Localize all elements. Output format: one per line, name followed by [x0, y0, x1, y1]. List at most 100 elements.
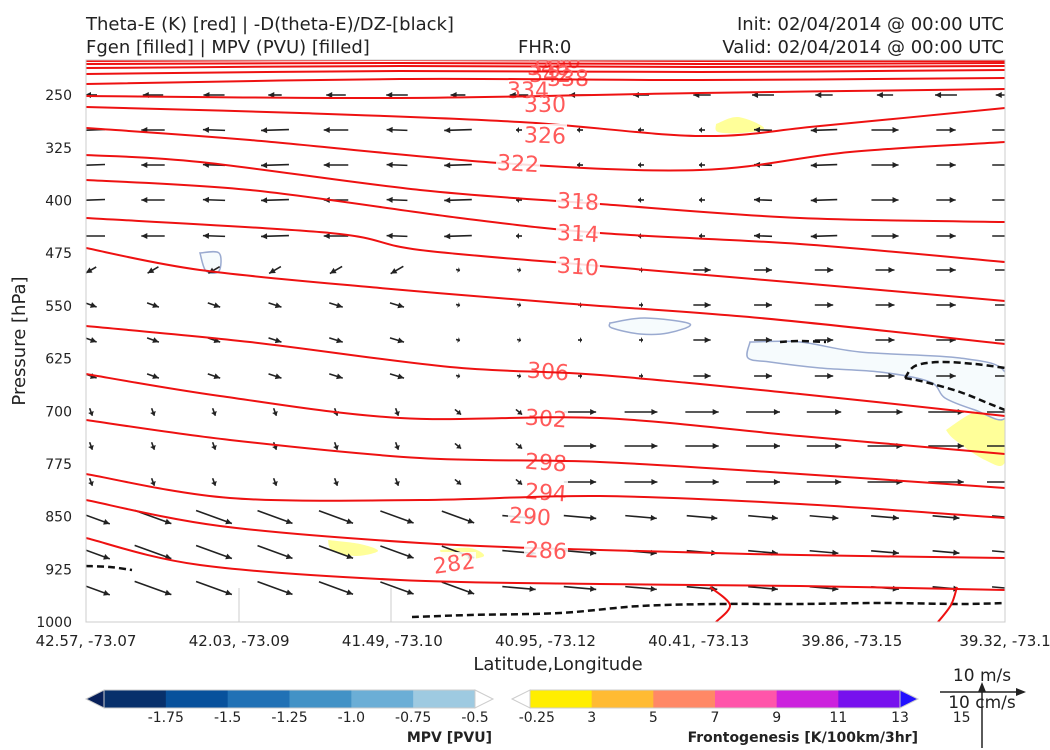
wind-vector	[992, 235, 1005, 237]
wind-vector	[326, 92, 346, 98]
wind-vector-head	[150, 480, 156, 486]
theta-e-contour-label: 314	[556, 221, 599, 248]
wind-vector-head	[699, 127, 702, 133]
wind-vector-head	[589, 514, 597, 521]
theta-e-label-background	[556, 255, 600, 277]
wind-vector-head	[272, 410, 278, 416]
wind-vector-head	[336, 302, 343, 309]
wind-vector-head	[77, 162, 83, 168]
wind-vector	[563, 479, 597, 485]
wind-vector	[86, 337, 97, 343]
wind-key-arrowhead-right	[1016, 688, 1026, 696]
wind-vector-head	[641, 302, 643, 308]
wind-vector-head	[444, 197, 451, 204]
title-line-1: Theta-E (K) [red] | -D(theta-E)/DZ-[blac…	[86, 14, 454, 35]
wind-vector-head	[949, 233, 956, 239]
wind-vector-head	[397, 337, 405, 344]
wind-vector	[268, 302, 282, 309]
wind-vector-head	[651, 443, 658, 449]
theta-e-contour	[86, 373, 1005, 455]
wind-vector-head	[815, 92, 822, 98]
colorbar-segment	[591, 690, 654, 708]
wind-vector-head	[261, 233, 268, 240]
wind-vector	[444, 233, 472, 240]
wind-vector-head	[650, 514, 657, 521]
wind-vector	[686, 514, 718, 521]
theta-e-contour	[86, 217, 1005, 302]
wind-vector	[268, 92, 282, 98]
wind-vector-head	[386, 92, 393, 98]
wind-vector-shaft	[86, 549, 111, 560]
wind-vector	[753, 126, 773, 133]
wind-vector	[380, 545, 414, 559]
wind-vector	[685, 409, 719, 415]
wind-vector-head	[1009, 337, 1015, 343]
wind-vector	[272, 441, 278, 451]
wind-vector	[454, 408, 462, 416]
wind-vector	[146, 337, 160, 343]
wind-vector-head	[406, 553, 414, 559]
wind-vector-head	[953, 514, 960, 521]
wind-vector-shaft	[86, 198, 106, 201]
wind-vector-head	[1012, 162, 1018, 168]
colorbar-segment	[653, 690, 716, 708]
wind-vector	[746, 443, 780, 449]
colorbar-extend-left	[84, 689, 105, 709]
x-tick-label: 40.95, -73.12	[495, 632, 596, 650]
wind-vector	[814, 302, 834, 308]
wind-vector-head	[88, 410, 94, 416]
wind-vector	[146, 302, 160, 308]
mpv-fill	[608, 317, 692, 336]
wind-vector-shaft	[134, 580, 172, 596]
y-tick-label: 475	[45, 246, 72, 262]
wind-vector	[810, 233, 838, 240]
plot-frame	[85, 59, 1006, 623]
wind-vector	[323, 233, 349, 239]
wind-vector	[699, 127, 705, 133]
wind-vector-head	[517, 479, 523, 485]
wind-vector-head	[892, 549, 899, 556]
wind-vector-head	[274, 373, 282, 380]
wind-vector	[992, 199, 1005, 201]
wind-vector-shaft	[257, 509, 293, 525]
colorbar-extend-left	[510, 689, 531, 709]
wind-vector	[693, 373, 711, 379]
wind-vector	[318, 545, 354, 559]
stability-contour	[779, 339, 827, 344]
wind-vector-head	[164, 553, 172, 560]
wind-vector	[268, 265, 282, 275]
wind-vector	[86, 549, 111, 560]
wind-vector	[516, 302, 522, 308]
wind-vector	[390, 265, 404, 275]
wind-vector-head	[268, 92, 275, 98]
wind-vector	[754, 373, 772, 379]
theta-e-contour-label: 326	[524, 123, 567, 149]
wind-vector	[268, 373, 282, 380]
wind-vector	[389, 337, 405, 344]
wind-vector	[987, 481, 1005, 483]
theta-e-contour	[86, 61, 1005, 66]
fgen-colorbar-tick: 15	[953, 710, 971, 726]
wind-vector-head	[456, 409, 462, 415]
fgen-fill	[946, 406, 1005, 466]
x-tick-label: 40.41, -73.13	[648, 632, 749, 650]
y-tick-label: 550	[45, 299, 72, 315]
wind-vector-head	[753, 196, 761, 203]
wind-vector-head	[518, 267, 521, 273]
wind-vector-shaft	[318, 510, 354, 524]
wind-vector	[134, 544, 172, 560]
wind-vector	[748, 585, 778, 592]
wind-vector-head	[765, 373, 772, 379]
wind-vector	[455, 302, 461, 308]
wind-vector-head	[386, 126, 393, 133]
wind-vector-head	[141, 233, 148, 239]
wind-vector-head	[457, 373, 460, 379]
x-axis: 42.57, -73.07 42.03, -73.09 41.49, -73.10 4…	[36, 632, 1050, 650]
wind-vector	[699, 233, 705, 239]
wind-vector	[86, 198, 106, 201]
theta-e-contour	[86, 77, 1005, 85]
stability-contour	[411, 601, 1005, 619]
y-tick-label: 625	[45, 352, 72, 368]
wind-vector-head	[516, 127, 519, 133]
wind-vector-head	[261, 197, 268, 204]
